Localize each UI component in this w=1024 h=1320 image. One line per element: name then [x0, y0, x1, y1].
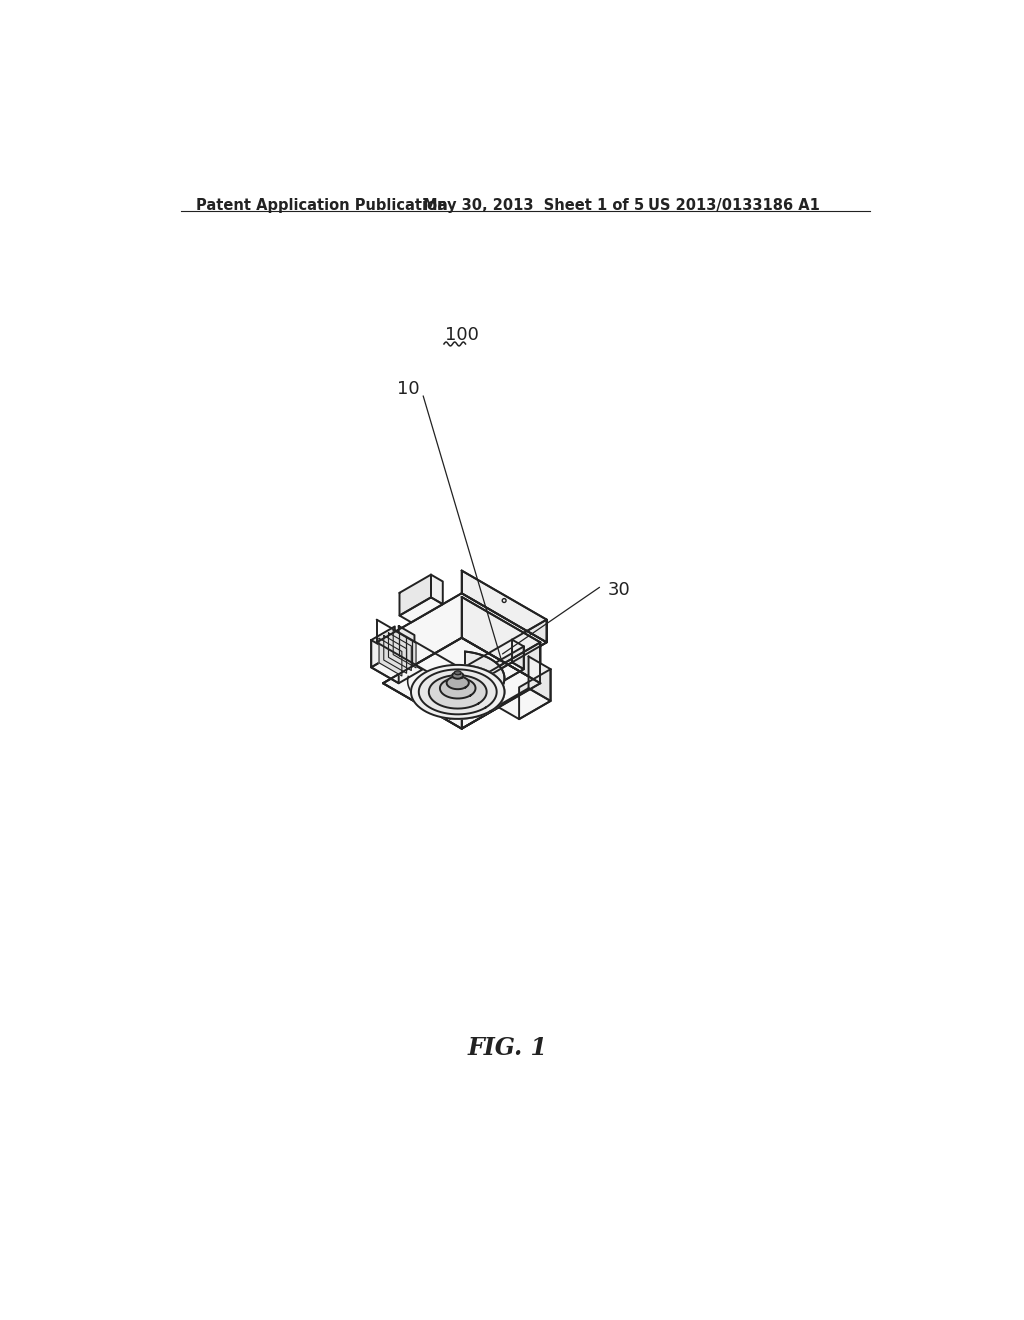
Polygon shape: [371, 653, 422, 684]
Polygon shape: [385, 634, 401, 653]
Polygon shape: [398, 626, 415, 645]
Polygon shape: [480, 663, 524, 688]
Polygon shape: [388, 632, 412, 671]
Text: 30: 30: [608, 581, 631, 598]
Polygon shape: [377, 593, 547, 692]
Polygon shape: [451, 652, 505, 719]
Text: FIG. 1: FIG. 1: [468, 1036, 548, 1060]
Polygon shape: [453, 672, 463, 678]
Polygon shape: [371, 640, 398, 684]
Polygon shape: [371, 627, 395, 668]
Polygon shape: [462, 619, 547, 692]
Polygon shape: [383, 638, 541, 729]
Polygon shape: [455, 671, 461, 675]
Polygon shape: [462, 643, 541, 729]
Polygon shape: [446, 676, 469, 689]
Polygon shape: [419, 669, 497, 714]
Polygon shape: [411, 665, 505, 719]
Text: 10: 10: [396, 380, 419, 399]
Polygon shape: [379, 639, 401, 676]
Polygon shape: [462, 597, 541, 684]
Polygon shape: [440, 678, 475, 698]
Text: 100: 100: [444, 326, 478, 345]
Text: US 2013/0133186 A1: US 2013/0133186 A1: [648, 198, 820, 214]
Polygon shape: [528, 656, 551, 701]
Polygon shape: [493, 647, 524, 688]
Polygon shape: [393, 630, 416, 668]
Polygon shape: [512, 640, 524, 669]
Polygon shape: [431, 574, 442, 605]
Polygon shape: [399, 574, 431, 615]
Polygon shape: [462, 570, 547, 643]
Polygon shape: [384, 635, 407, 673]
Text: Patent Application Publication: Patent Application Publication: [196, 198, 447, 214]
Text: May 30, 2013  Sheet 1 of 5: May 30, 2013 Sheet 1 of 5: [423, 198, 644, 214]
Polygon shape: [385, 636, 415, 653]
Polygon shape: [429, 675, 486, 709]
Polygon shape: [497, 688, 551, 719]
Polygon shape: [399, 598, 442, 622]
Polygon shape: [519, 669, 551, 719]
